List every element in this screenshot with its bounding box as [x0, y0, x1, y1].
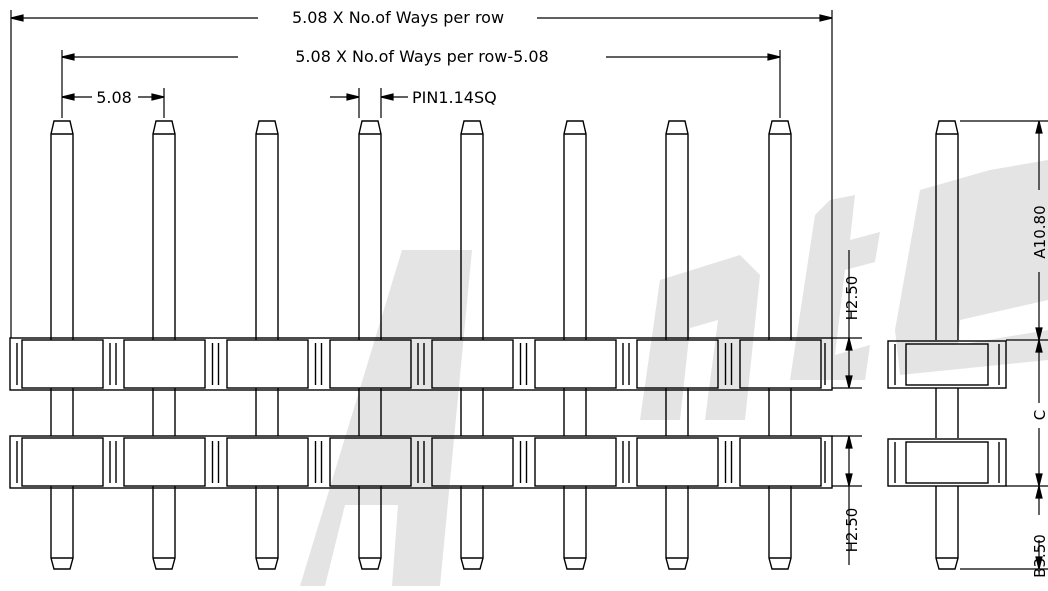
dimension-vertical [845, 337, 853, 389]
pin [460, 120, 484, 570]
pin [665, 120, 689, 570]
dimension-labels: 5.08 X No.of Ways per row 5.08 X No.of W… [96, 8, 1048, 578]
arrowhead [61, 53, 75, 61]
lower-housing-height-label: H2.50 [843, 508, 861, 553]
pin-bottom-length-label: B3.50 [1031, 534, 1048, 578]
pin-lower-shaft [665, 486, 689, 570]
pin [563, 120, 587, 570]
pin-size-dimension [330, 93, 408, 101]
side-view [887, 120, 1007, 570]
side-housing [887, 340, 1007, 389]
pin-upper-shaft [152, 120, 176, 340]
housing-cell [534, 437, 617, 487]
housing-cell [21, 339, 104, 389]
pin-lower-shaft [152, 486, 176, 570]
dimension-vertical [845, 435, 853, 487]
dimension-vertical [1035, 120, 1043, 341]
pin-upper-shaft [768, 120, 792, 340]
pin-upper-shaft [460, 120, 484, 340]
arrowhead [380, 93, 394, 101]
pin-lower-shaft [358, 486, 382, 570]
dimension-vertical [1035, 339, 1043, 487]
watermark-logo [300, 160, 1048, 586]
side-housing-outline [887, 438, 1007, 487]
front-view [9, 120, 833, 570]
housing-cell [534, 339, 617, 389]
housing-cell [636, 437, 719, 487]
pin-upper-shaft [665, 120, 689, 340]
pin [358, 120, 382, 570]
housing-cell [739, 437, 822, 487]
arrowhead [346, 93, 360, 101]
pin-upper-shaft [358, 120, 382, 340]
pin-lower-shaft [50, 486, 74, 570]
housing-cell [431, 437, 514, 487]
housing-cell [636, 339, 719, 389]
pitch-label: 5.08 [96, 88, 132, 107]
pin [152, 120, 176, 570]
arrowhead [845, 337, 853, 351]
arrowhead [10, 14, 24, 22]
arrowhead [1035, 556, 1043, 570]
spacer-gap-label: C [1031, 410, 1048, 420]
side-pin-upper [935, 120, 959, 340]
arrowhead [1035, 339, 1043, 353]
side-housing-inner [905, 343, 989, 386]
dimension-horizontal [61, 93, 165, 101]
upper-housing-height-label: H2.50 [843, 276, 861, 321]
arrowhead [767, 53, 781, 61]
dimension-vertical [1035, 485, 1043, 570]
pin-upper-shaft [50, 120, 74, 340]
housing-cell [226, 437, 309, 487]
arrowhead [1035, 327, 1043, 341]
housing-cell [329, 339, 412, 389]
arrowhead [61, 93, 75, 101]
housing-cell [123, 437, 206, 487]
side-housing [887, 438, 1007, 487]
arrowhead [1035, 120, 1043, 134]
lower-housing-row [9, 435, 833, 489]
upper-housing-row [9, 337, 833, 391]
housing-cell [21, 437, 104, 487]
pin-lower-shaft [768, 486, 792, 570]
dimension-horizontal [61, 53, 781, 61]
pin [255, 120, 279, 570]
pin-upper-shaft [563, 120, 587, 340]
arrowhead [1035, 473, 1043, 487]
arrowhead [1035, 485, 1043, 499]
arrowhead [845, 435, 853, 449]
dimension-lines [10, 10, 1048, 570]
side-pin-lower [935, 486, 959, 570]
dimension-horizontal [10, 14, 833, 22]
pin-lower-shaft [255, 486, 279, 570]
arrowhead [845, 375, 853, 389]
pin [50, 120, 74, 570]
side-housing-inner [905, 441, 989, 484]
housing-cell [329, 437, 412, 487]
housing-cell [226, 339, 309, 389]
pin-upper-shaft [255, 120, 279, 340]
housing-cell [431, 339, 514, 389]
housing-cell [739, 339, 822, 389]
housing-outline [9, 337, 833, 391]
total-length-label: 5.08 X No.of Ways per row [292, 8, 504, 27]
pin-top-length-label: A10.80 [1031, 205, 1048, 258]
pin-lower-shaft [563, 486, 587, 570]
housing-cell [123, 339, 206, 389]
pin-span-label: 5.08 X No.of Ways per row-5.08 [295, 47, 548, 66]
arrowhead [151, 93, 165, 101]
pin-size-label: PIN1.14SQ [412, 88, 497, 107]
side-housing-outline [887, 340, 1007, 389]
housing-outline [9, 435, 833, 489]
pin-lower-shaft [460, 486, 484, 570]
pin [768, 120, 792, 570]
arrowhead [845, 473, 853, 487]
arrowhead [819, 14, 833, 22]
